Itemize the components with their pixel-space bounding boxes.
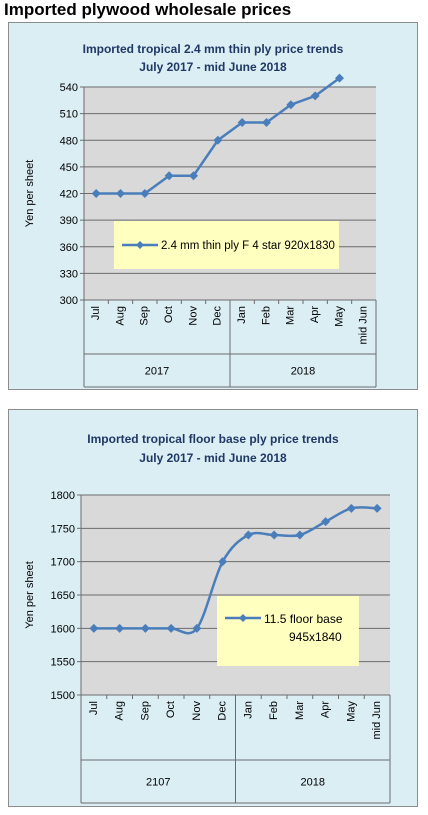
- x-tick-label: mid Jun: [358, 306, 370, 345]
- data-point: [115, 623, 125, 633]
- y-tick-label: 1700: [51, 557, 75, 569]
- data-point: [213, 135, 223, 145]
- data-point: [286, 100, 296, 110]
- data-point: [372, 503, 382, 513]
- y-tick-label: 480: [60, 135, 78, 147]
- data-point: [295, 530, 305, 540]
- x-tick-label: Nov: [191, 701, 203, 721]
- y-tick-label: 1500: [51, 690, 75, 702]
- x-tick-label: Dec: [212, 306, 224, 326]
- y-tick-label: 420: [60, 189, 78, 201]
- y-tick-label: 450: [60, 162, 78, 174]
- data-point: [140, 623, 150, 633]
- x-tick-label: Jul: [90, 306, 102, 320]
- y-tick-label: 510: [60, 109, 78, 121]
- data-point: [243, 530, 253, 540]
- x-tick-label: May: [345, 701, 357, 722]
- page-heading: Imported plywood wholesale prices: [4, 0, 292, 19]
- x-tick-label: Oct: [163, 306, 175, 323]
- y-tick-label: 300: [60, 295, 78, 307]
- chart-subtitle: July 2017 - mid June 2018: [139, 60, 287, 74]
- legend-label: 11.5 floor base 945x1840: [264, 612, 343, 644]
- x-tick-label: Aug: [114, 306, 126, 326]
- legend-label: 2.4 mm thin ply F 4 star 920x1830: [161, 240, 335, 252]
- chart-panel-thin-ply: Imported tropical 2.4 mm thin ply price …: [8, 22, 418, 390]
- y-axis-title: Yen per sheet: [24, 561, 36, 628]
- x-tick-label: Feb: [260, 306, 272, 325]
- data-point: [189, 171, 198, 181]
- data-point: [237, 118, 247, 127]
- y-tick-label: 1600: [51, 623, 75, 635]
- data-point: [166, 623, 176, 633]
- x-tick-label: Aug: [114, 701, 126, 721]
- data-point: [91, 189, 101, 198]
- chart-title: Imported tropical 2.4 mm thin ply price …: [82, 42, 344, 56]
- data-point: [346, 503, 356, 513]
- x-tick-label: Mar: [285, 306, 297, 325]
- x-tick-label: Apr: [320, 701, 332, 718]
- y-tick-label: 1750: [51, 523, 75, 535]
- data-point: [116, 189, 125, 198]
- legend-box: [217, 596, 359, 666]
- legend-marker: [136, 241, 144, 249]
- x-tick-label: Sep: [139, 306, 151, 326]
- x-tick-label: Mar: [294, 701, 306, 720]
- data-point: [164, 171, 174, 181]
- chart-subtitle: July 2017 - mid June 2018: [139, 451, 287, 465]
- data-point: [192, 623, 202, 633]
- y-tick-label: 1650: [51, 590, 75, 602]
- chart-floor-base: 1500 1550 1600 1650 1700 1750 1800 Jul Aug Sep Oct…: [24, 490, 391, 804]
- group-label: 2107: [146, 777, 170, 789]
- data-point: [89, 623, 99, 633]
- x-tick-label: Feb: [268, 701, 280, 720]
- x-tick-label: Nov: [187, 306, 199, 326]
- legend-marker: [239, 614, 247, 622]
- y-tick-label: 1550: [51, 657, 75, 669]
- x-tick-label: Sep: [139, 701, 151, 721]
- x-tick-label: Jan: [236, 306, 248, 324]
- y-tick-label: 1800: [51, 490, 75, 502]
- group-label: 2018: [291, 366, 315, 378]
- y-tick-label: 360: [60, 242, 78, 254]
- chart-panel-floor-base: Imported tropical floor base ply price t…: [8, 409, 418, 807]
- group-label: 2017: [145, 366, 169, 378]
- data-point: [335, 73, 344, 83]
- chart-thin-ply: 300 330 360 390 420 450 480 510 540 Jul Aug Sep Oct N…: [24, 73, 377, 388]
- data-point: [140, 189, 150, 198]
- data-point: [321, 517, 331, 527]
- chart-title: Imported tropical floor base ply price t…: [87, 432, 339, 446]
- y-axis-title: Yen per sheet: [24, 160, 36, 227]
- data-point: [262, 118, 271, 127]
- data-point: [310, 91, 320, 101]
- x-tick-label: Oct: [165, 701, 177, 718]
- x-tick-label: mid Jun: [371, 701, 383, 740]
- x-tick-label: Apr: [309, 306, 321, 323]
- data-point: [269, 530, 279, 540]
- group-label: 2018: [301, 777, 325, 789]
- data-point: [218, 557, 228, 567]
- x-tick-label: Jan: [242, 701, 254, 719]
- x-tick-label: Jul: [88, 701, 100, 715]
- x-tick-label: Dec: [217, 701, 229, 721]
- y-tick-label: 330: [60, 268, 78, 280]
- y-tick-label: 390: [60, 215, 78, 227]
- y-tick-label: 540: [60, 82, 78, 94]
- x-tick-label: May: [333, 306, 345, 327]
